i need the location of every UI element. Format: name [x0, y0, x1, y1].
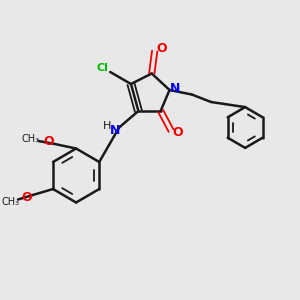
Text: Cl: Cl: [97, 63, 109, 74]
Text: CH₃: CH₃: [22, 134, 40, 145]
Text: N: N: [170, 82, 180, 95]
Text: N: N: [110, 124, 120, 137]
Text: O: O: [172, 126, 183, 140]
Text: CH₃: CH₃: [2, 197, 20, 207]
Text: O: O: [43, 135, 54, 148]
Text: H: H: [103, 121, 111, 131]
Text: O: O: [21, 191, 32, 204]
Text: O: O: [156, 42, 166, 55]
